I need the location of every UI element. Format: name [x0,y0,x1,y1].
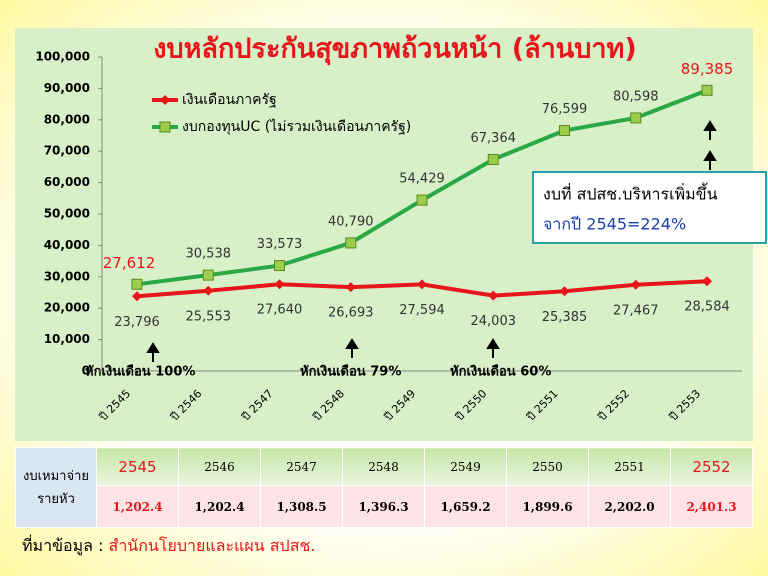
table-year: 2546 [178,447,261,486]
table-year: 2551 [588,447,671,486]
annotation: หักเงินเดือน 60% [450,364,551,380]
chart-title: งบหลักประกันสุขภาพถ้วนหน้า (ล้านบาท) [153,34,636,66]
marker [345,237,357,249]
source-text: สำนักนโยบายและแผน สปสช. [108,536,316,555]
arrows [146,120,717,362]
data-label: 28,584 [684,300,730,315]
y-tick-label: 0 [82,364,90,378]
data-label: 30,538 [186,247,232,262]
callout-text: งบที่ สปสช.บริหารเพิ่มขึ้น [543,183,718,204]
marker [488,290,499,301]
table-year: 2547 [260,447,343,486]
data-label: 23,796 [114,315,160,330]
y-tick-label: 10,000 [44,332,90,346]
table-value: 1,899.6 [506,485,589,528]
y-tick-label: 70,000 [44,144,90,158]
marker [630,112,642,124]
marker [416,194,428,206]
source-label: ที่มาข้อมูล : [22,536,109,555]
annotation: หักเงินเดือน 100% [85,364,195,380]
source: ที่มาข้อมูล : สำนักนโยบายและแผน สปสช. [22,534,315,559]
data-label: 89,385 [681,60,734,78]
marker [345,282,356,293]
y-tick-label: 40,000 [44,238,90,252]
table-value: 1,202.4 [96,485,179,528]
marker [274,279,285,290]
annotation: หักเงินเดือน 79% [300,364,401,380]
data-label: 33,573 [257,237,303,252]
y-tick-label: 80,000 [44,112,90,126]
data-label: 26,693 [328,306,374,321]
data-label: 67,364 [471,131,517,146]
legend-label: งบกองทุนUC (ไม่รวมเงินเดือนภาครัฐ) [182,118,411,135]
table-year: 2549 [424,447,507,486]
callout-box [532,171,767,244]
marker [274,260,285,272]
table-value: 1,202.4 [178,485,261,528]
table-year: 2550 [506,447,589,486]
marker [131,278,143,290]
data-label: 24,003 [471,314,517,329]
marker [487,153,499,165]
table-value: 2,401.3 [670,485,753,528]
data-label: 80,598 [613,89,659,104]
data-label: 27,594 [399,303,445,318]
data-label: 40,790 [328,214,374,229]
table-row: 1,202.4 1,202.4 1,308.5 1,396.3 1,659.2 1,899… [16,485,753,528]
marker [202,269,214,281]
table-year: 2548 [342,447,425,486]
table-year: 2545 [96,447,179,486]
table-year: 2552 [670,447,753,486]
table-row: งบเหมาจ่ายรายหัว 2545 2546 2547 2548 2549 255… [15,447,753,528]
legend-marker [160,95,170,105]
marker [132,291,142,302]
legend-label: เงินเดือนภาครัฐ [182,92,277,108]
y-tick-label: 60,000 [44,175,90,189]
marker [203,285,214,296]
marker [559,286,570,297]
data-label: 27,612 [103,254,156,272]
data-label: 25,385 [542,310,588,325]
marker [702,276,712,287]
table-value: 2,202.0 [588,485,671,528]
table-value: 1,659.2 [424,485,507,528]
y-tick-label: 30,000 [44,269,90,283]
marker [559,124,570,136]
legend-marker [159,121,171,133]
table-value: 1,308.5 [260,485,343,528]
data-label: 25,553 [186,309,232,324]
data-label: 76,599 [542,102,588,117]
data-label: 27,467 [613,303,659,318]
table: งบเหมาจ่ายรายหัว 2545 2546 2547 2548 2549 255… [15,447,753,528]
y-tick-label: 90,000 [44,81,90,95]
data-label: 54,429 [399,172,445,187]
callout-text: จากปี 2545=224% [543,215,686,234]
marker [701,84,713,96]
marker [417,279,427,290]
y-tick-label: 50,000 [44,207,90,221]
y-tick-label: 20,000 [44,301,90,315]
marker [630,279,641,290]
table-header: งบเหมาจ่ายรายหัว [15,447,97,528]
data-label: 27,640 [257,303,303,318]
y-tick-label: 100,000 [35,50,90,64]
table-value: 1,396.3 [342,485,425,528]
